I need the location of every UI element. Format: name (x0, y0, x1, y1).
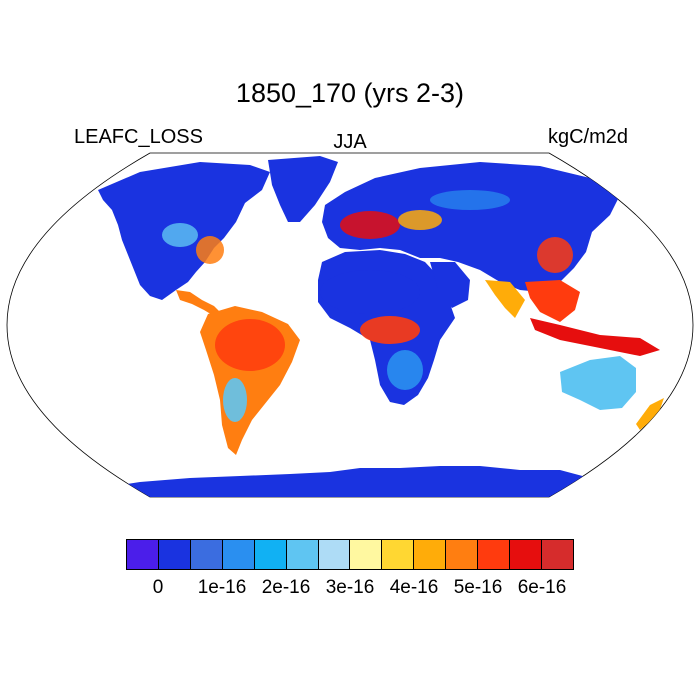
south-asia-landmass (485, 280, 525, 318)
colorbar-swatch (478, 540, 511, 569)
colorbar-tick-label: 4e-16 (389, 577, 439, 598)
colorbar-tick-label: 3e-16 (325, 577, 375, 598)
colorbar-swatch (510, 540, 542, 569)
greenland-landmass (268, 156, 338, 222)
units-label: kgC/m2d (547, 126, 628, 148)
colorbar (126, 539, 574, 570)
season-label: JJA (333, 131, 367, 153)
colorbar-swatch (541, 540, 573, 569)
arabia-landmass (430, 262, 470, 308)
colorbar-tick-label: 6e-16 (517, 577, 567, 598)
colorbar-tick-label: 5e-16 (453, 577, 503, 598)
plot-title: 1850_170 (yrs 2-3) (235, 78, 465, 108)
australia-landmass (560, 356, 636, 410)
colorbar-swatch (318, 540, 351, 569)
colorbar-swatch (350, 540, 383, 569)
colorbar-swatch (254, 540, 287, 569)
new-zealand-landmass (636, 398, 664, 430)
colorbar-swatch (414, 540, 447, 569)
colorbar-tick-label: 2e-16 (261, 577, 311, 598)
southeast-asia-landmass (525, 280, 580, 322)
colorbar-swatch (222, 540, 255, 569)
colorbar-tick-label: 1e-16 (197, 577, 247, 598)
colorbar-swatch (382, 540, 415, 569)
indonesia-landmass (530, 318, 660, 356)
colorbar-tick-label: 0 (152, 577, 164, 598)
colorbar-swatch (446, 540, 479, 569)
antarctica-landmass (100, 466, 620, 497)
variable-label: LEAFC_LOSS (74, 126, 203, 148)
warm-patches (162, 190, 573, 422)
colorbar-swatch (158, 540, 191, 569)
colorbar-swatch (190, 540, 223, 569)
colorbar-swatch (286, 540, 319, 569)
central-america-landmass (176, 290, 222, 316)
colorbar-swatch (127, 540, 159, 569)
